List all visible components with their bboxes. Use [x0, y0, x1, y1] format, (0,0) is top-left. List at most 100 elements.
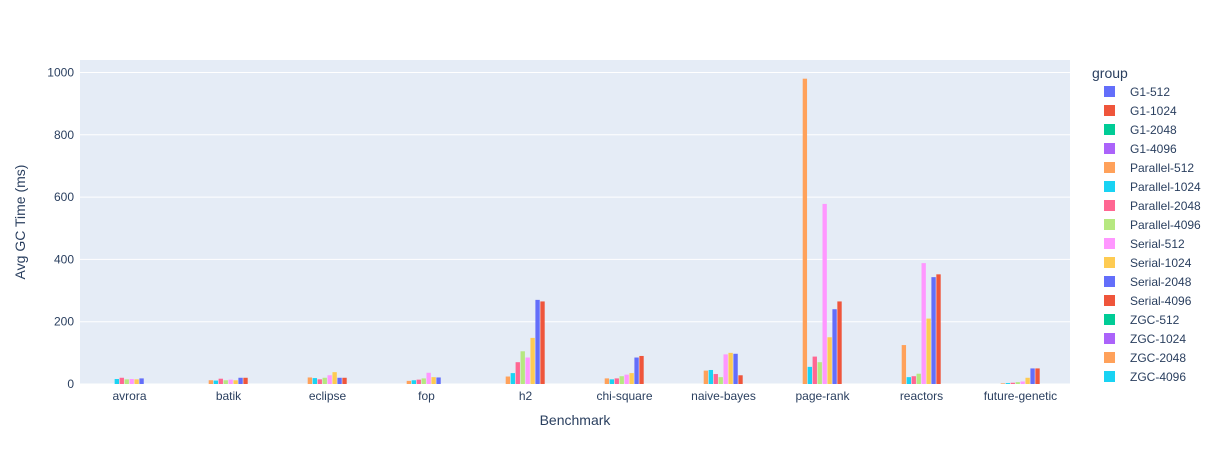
bar: [139, 378, 144, 384]
bar: [802, 78, 808, 384]
legend-swatch: [1104, 371, 1115, 382]
bar: [535, 299, 540, 384]
bar: [218, 378, 223, 384]
bar: [426, 372, 431, 384]
legend-item[interactable]: Parallel-4096: [1104, 218, 1201, 232]
legend-item[interactable]: Serial-4096: [1104, 294, 1192, 308]
legend-item[interactable]: Serial-2048: [1104, 275, 1192, 289]
bar: [228, 379, 233, 384]
legend-title: group: [1092, 65, 1128, 81]
legend-item[interactable]: Parallel-512: [1104, 161, 1194, 175]
x-tick-label: chi-square: [596, 389, 652, 403]
legend-label: G1-1024: [1130, 104, 1177, 118]
bar: [525, 357, 530, 384]
bar: [520, 351, 525, 384]
bar: [614, 378, 619, 384]
legend-swatch: [1104, 276, 1115, 287]
bar: [817, 362, 822, 384]
bar: [708, 369, 713, 384]
legend-label: ZGC-512: [1130, 313, 1180, 327]
y-axis-title: Avg GC Time (ms): [12, 165, 28, 280]
bar: [639, 355, 644, 384]
bar: [431, 377, 436, 384]
bar: [332, 372, 337, 384]
legend-swatch: [1104, 105, 1115, 116]
legend-swatch: [1104, 257, 1115, 268]
bar: [530, 337, 535, 384]
y-tick-label: 400: [54, 252, 74, 266]
y-axis-ticks: 0 200 400 600 800 1000: [47, 65, 74, 391]
bar: [931, 277, 936, 384]
bar: [1010, 382, 1015, 384]
x-axis-ticks: avrora batik eclipse fop h2 chi-square naive-b…: [112, 389, 1057, 403]
bar: [728, 352, 733, 384]
bar: [1005, 383, 1010, 384]
x-tick-label: eclipse: [309, 389, 347, 403]
legend-item[interactable]: ZGC-4096: [1104, 370, 1186, 384]
legend-label: Parallel-2048: [1130, 199, 1201, 213]
x-tick-label: future-genetic: [984, 389, 1057, 403]
legend-swatch: [1104, 86, 1115, 97]
bar: [629, 373, 634, 384]
bar: [634, 357, 639, 384]
bar: [822, 203, 827, 384]
bar: [327, 375, 332, 384]
bar: [723, 354, 728, 384]
legend-label: ZGC-4096: [1130, 370, 1186, 384]
legend-item[interactable]: Serial-512: [1104, 237, 1185, 251]
bar: [1015, 382, 1020, 384]
bar: [307, 377, 313, 384]
legend-item[interactable]: Serial-1024: [1104, 256, 1192, 270]
bar: [624, 374, 629, 384]
bar: [1035, 368, 1040, 384]
bar: [134, 379, 139, 384]
bar: [213, 380, 218, 384]
bar: [243, 377, 248, 384]
bar: [936, 274, 941, 384]
legend-item[interactable]: G1-512: [1104, 85, 1170, 99]
legend-item[interactable]: G1-2048: [1104, 123, 1177, 137]
legend-label: ZGC-2048: [1130, 351, 1186, 365]
legend-item[interactable]: G1-1024: [1104, 104, 1177, 118]
legend-item[interactable]: ZGC-1024: [1104, 332, 1186, 346]
legend-label: Serial-1024: [1130, 256, 1192, 270]
bar: [807, 366, 812, 384]
x-axis-title: Benchmark: [540, 412, 612, 428]
bars: [114, 78, 1040, 384]
legend-swatch: [1104, 219, 1115, 230]
bar: [827, 337, 832, 384]
legend-label: Serial-512: [1130, 237, 1185, 251]
bar: [317, 379, 322, 384]
legend-label: G1-4096: [1130, 142, 1177, 156]
bar: [1025, 377, 1030, 384]
legend-item[interactable]: Parallel-1024: [1104, 180, 1201, 194]
legend-item[interactable]: ZGC-2048: [1104, 351, 1186, 365]
legend-item[interactable]: Parallel-2048: [1104, 199, 1201, 213]
bar: [208, 380, 214, 384]
legend-swatch: [1104, 352, 1115, 363]
x-tick-label: reactors: [900, 389, 943, 403]
bar: [406, 380, 412, 384]
x-tick-label: batik: [216, 389, 242, 403]
legend-item[interactable]: ZGC-512: [1104, 313, 1180, 327]
bar: [540, 301, 545, 384]
bar: [718, 377, 723, 384]
legend-item[interactable]: G1-4096: [1104, 142, 1177, 156]
bar: [1020, 381, 1025, 384]
bar: [322, 377, 327, 384]
bar: [1030, 368, 1035, 384]
bar: [342, 377, 347, 384]
bar: [411, 380, 416, 384]
bar: [837, 301, 842, 384]
bar: [421, 378, 426, 384]
bar: [119, 377, 124, 384]
bar: [738, 375, 743, 384]
legend-swatch: [1104, 124, 1115, 135]
legend-label: Parallel-4096: [1130, 218, 1201, 232]
legend-swatch: [1104, 181, 1115, 192]
legend-swatch: [1104, 333, 1115, 344]
legend: group G1-512 G1-1024 G1-2048 G1-4096 Paralle…: [1092, 65, 1201, 384]
legend-label: Serial-4096: [1130, 294, 1192, 308]
bar: [703, 370, 709, 384]
